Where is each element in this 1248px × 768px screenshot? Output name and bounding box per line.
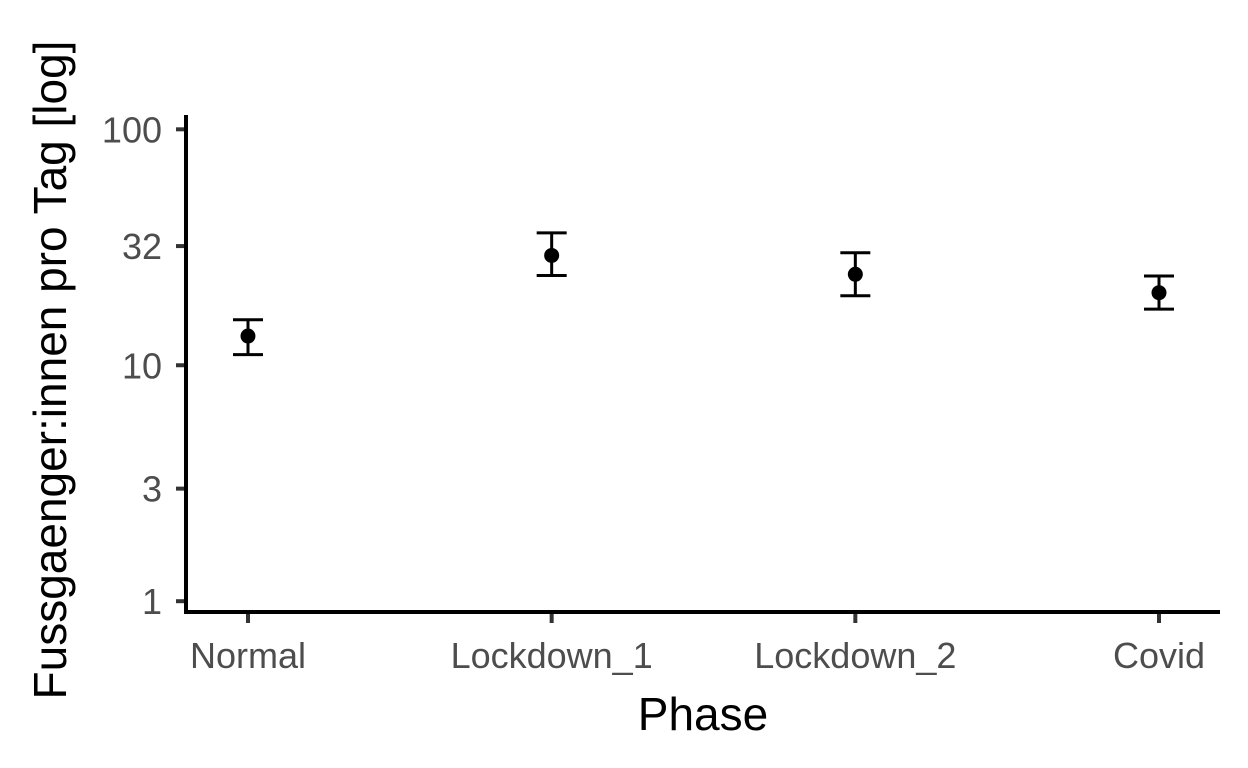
y-tick-label: 32 bbox=[122, 226, 162, 267]
x-tick-label: Covid bbox=[1113, 635, 1205, 676]
y-tick-label: 100 bbox=[102, 109, 162, 150]
y-tick-label: 3 bbox=[142, 469, 162, 510]
data-marks bbox=[233, 231, 1174, 357]
x-axis-title: Phase bbox=[638, 688, 768, 740]
data-point-Normal bbox=[240, 328, 256, 344]
data-point-Lockdown_1 bbox=[544, 247, 560, 263]
x-tick-label: Lockdown_2 bbox=[754, 635, 956, 676]
x-tick-label: Lockdown_1 bbox=[451, 635, 653, 676]
x-tick-label: Normal bbox=[190, 635, 306, 676]
data-point-Covid bbox=[1151, 285, 1167, 301]
data-point-Lockdown_2 bbox=[847, 266, 863, 282]
y-tick-label: 10 bbox=[122, 345, 162, 386]
y-tick-label: 1 bbox=[142, 581, 162, 622]
x-axis-ticks: Normal Lockdown_1 Lockdown_2 Covid bbox=[190, 612, 1205, 676]
y-axis-title: Fussgaenger:innen pro Tag [log] bbox=[24, 41, 76, 700]
y-axis-ticks: 1 3 10 32 100 bbox=[102, 109, 186, 622]
